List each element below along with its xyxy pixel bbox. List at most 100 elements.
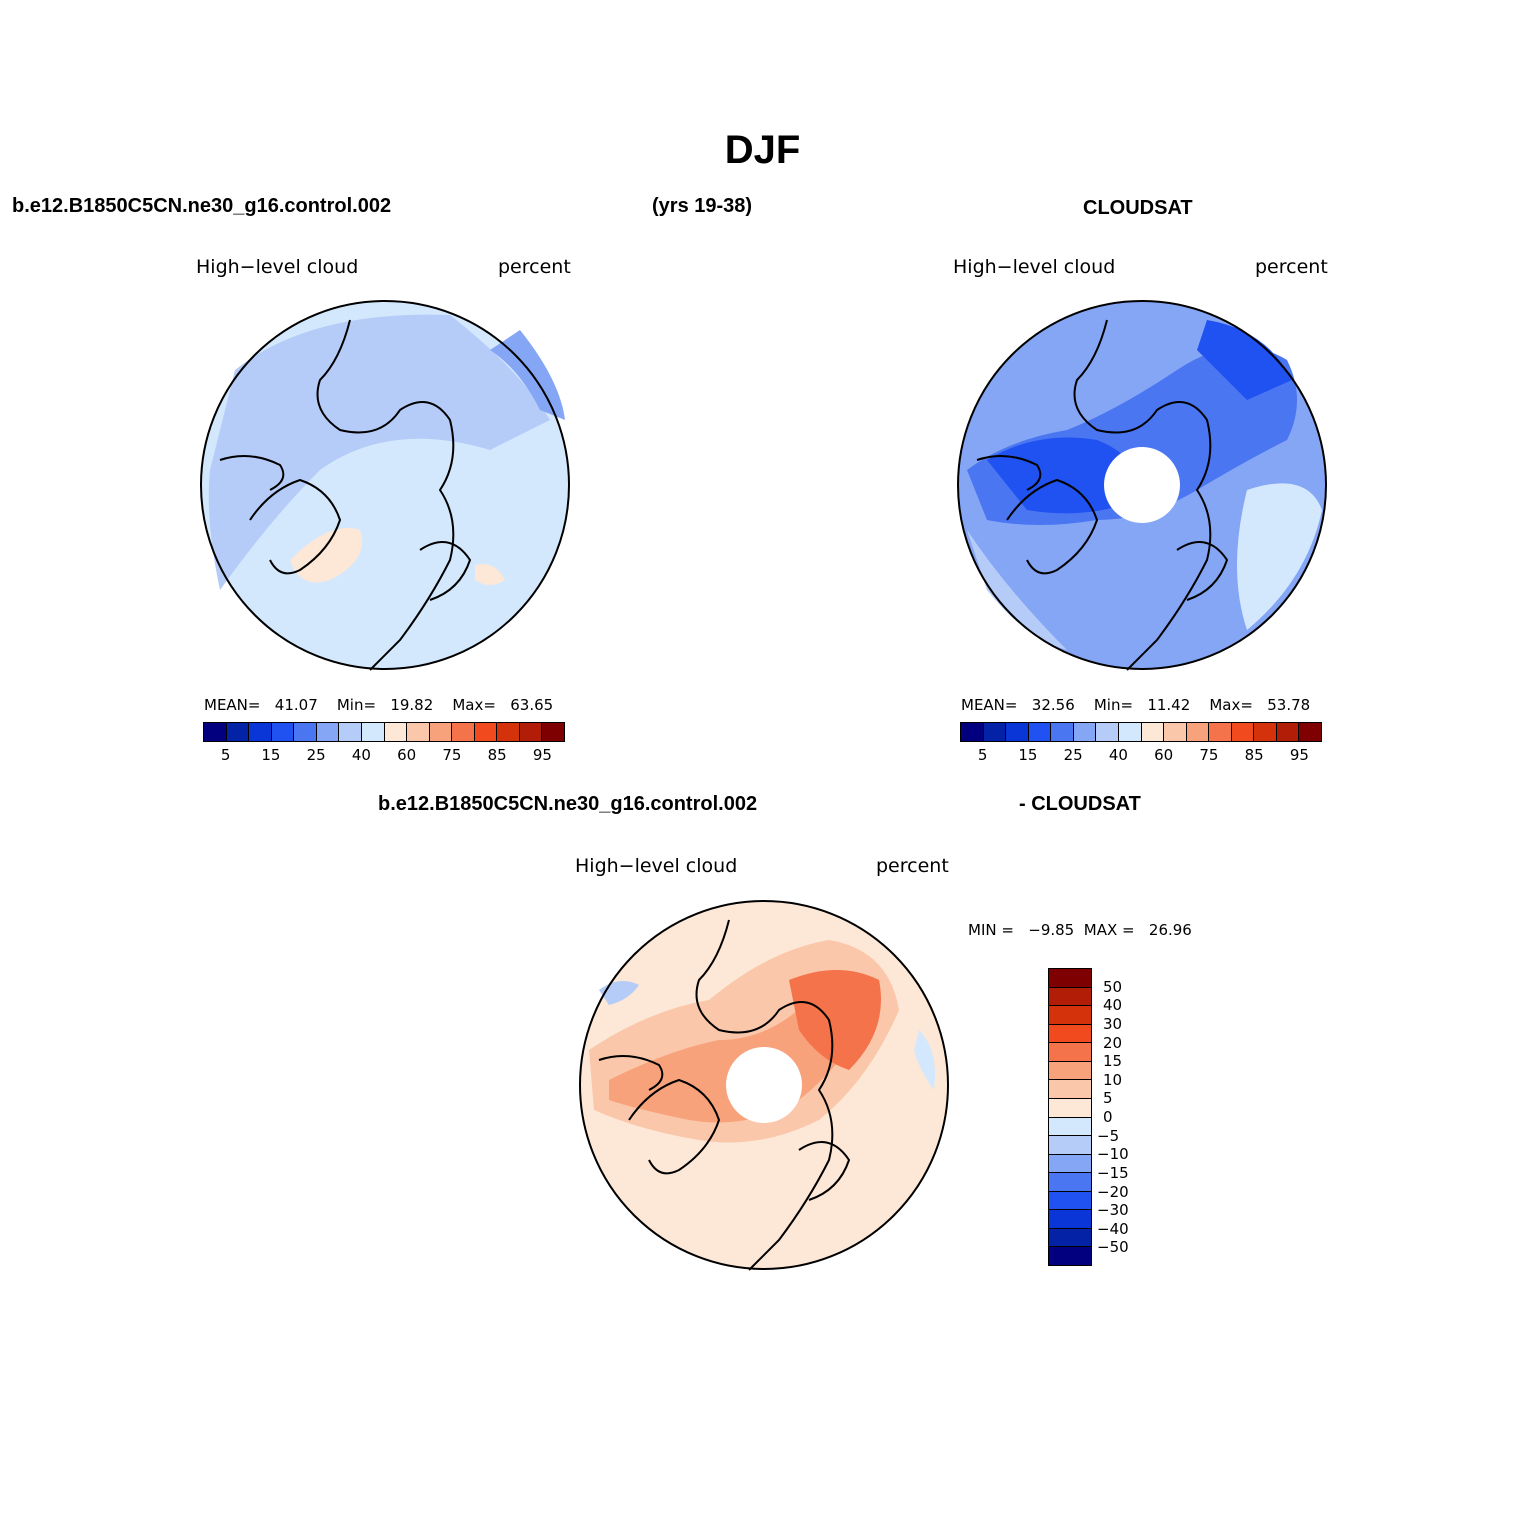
colorbar-swatch bbox=[1051, 723, 1074, 741]
case-name-header: b.e12.B1850C5CN.ne30_g16.control.002 bbox=[12, 195, 392, 217]
colorbar-tick-label: 40 bbox=[1103, 996, 1123, 1015]
colorbar-tick-label: 60 bbox=[397, 746, 417, 764]
panel2-max-value: 53.78 bbox=[1267, 696, 1311, 714]
colorbar-swatch bbox=[1049, 1043, 1091, 1062]
colorbar-tick-label: 30 bbox=[1103, 1014, 1123, 1033]
panel2-map-boundary bbox=[957, 300, 1327, 670]
panel2-mean-value: 32.56 bbox=[1031, 696, 1075, 714]
colorbar-tick-label: 20 bbox=[1103, 1033, 1123, 1052]
colorbar-swatch bbox=[1231, 723, 1255, 741]
panel3-min-value: −9.85 bbox=[1028, 921, 1075, 939]
panel3-field-patch bbox=[914, 1030, 935, 1090]
panel2-max-label: Max= bbox=[1209, 696, 1253, 714]
panel2-field-band bbox=[1197, 320, 1292, 400]
colorbar-tick-label: 50 bbox=[1103, 977, 1123, 996]
panel1-field-patch bbox=[290, 528, 362, 583]
colorbar-swatch bbox=[1049, 987, 1091, 1007]
panel2-coastlines bbox=[976, 319, 1229, 671]
colorbar-swatch bbox=[983, 723, 1007, 741]
colorbar-swatch bbox=[1049, 1117, 1091, 1137]
colorbar-tick-label: 95 bbox=[532, 746, 552, 764]
colorbar-swatch bbox=[1049, 1098, 1091, 1118]
colorbar-swatch bbox=[1049, 1191, 1091, 1211]
panel3-field-band bbox=[789, 970, 881, 1070]
colorbar-tick-label: −40 bbox=[1097, 1219, 1129, 1238]
colorbar-swatch bbox=[452, 723, 475, 741]
colorbar-tick-label: 40 bbox=[1108, 746, 1128, 764]
panel3-max-value: 26.96 bbox=[1148, 921, 1192, 939]
colorbar-swatch bbox=[316, 723, 340, 741]
panel1-field-patch bbox=[475, 564, 505, 585]
colorbar-swatch bbox=[1276, 723, 1300, 741]
colorbar-swatch bbox=[1049, 1080, 1091, 1099]
colorbar-swatch bbox=[1049, 969, 1091, 988]
colorbar-swatch bbox=[1299, 723, 1321, 741]
panel3-map-boundary bbox=[579, 900, 949, 1270]
colorbar-swatch bbox=[1254, 723, 1277, 741]
colorbar-swatch bbox=[1118, 723, 1142, 741]
colorbar-swatch bbox=[1049, 1154, 1091, 1174]
diff-case-header: b.e12.B1850C5CN.ne30_g16.control.002 bbox=[378, 793, 758, 815]
colorbar-swatch bbox=[474, 723, 498, 741]
panel2-variable-label: High−level cloud bbox=[953, 256, 1116, 278]
colorbar-swatch bbox=[961, 723, 984, 741]
panel1-max-value: 63.65 bbox=[510, 696, 554, 714]
colorbar-swatch bbox=[1028, 723, 1052, 741]
panel1-field-band bbox=[208, 314, 550, 590]
colorbar-swatch bbox=[497, 723, 520, 741]
panel2-units-label: percent bbox=[1255, 256, 1328, 278]
colorbar-tick-label: −50 bbox=[1097, 1238, 1129, 1257]
panel2-field-band bbox=[1237, 483, 1322, 630]
panel3-max-label: MAX = bbox=[1083, 921, 1135, 939]
panel2-stats: MEAN= 32.56 Min= 11.42 Max= 53.78 bbox=[961, 696, 1310, 714]
colorbar-tick-label: 5 bbox=[220, 746, 231, 764]
colorbar-swatch bbox=[1049, 1210, 1091, 1229]
panel2-min-value: 11.42 bbox=[1147, 696, 1191, 714]
panel2-polar-map bbox=[957, 300, 1327, 671]
colorbar-tick-label: 40 bbox=[351, 746, 371, 764]
colorbar-swatch bbox=[1209, 723, 1232, 741]
colorbar-swatch bbox=[1073, 723, 1097, 741]
colorbar-swatch bbox=[226, 723, 250, 741]
panel1-mean-label: MEAN= bbox=[204, 696, 261, 714]
panel3-polar-map bbox=[579, 900, 949, 1271]
panel1-mean-value: 41.07 bbox=[274, 696, 318, 714]
colorbar-swatch bbox=[361, 723, 385, 741]
colorbar-swatch bbox=[429, 723, 453, 741]
panel2-min-label: Min= bbox=[1093, 696, 1134, 714]
years-header: (yrs 19-38) bbox=[652, 195, 753, 217]
colorbar-swatch bbox=[249, 723, 272, 741]
colorbar-swatch bbox=[204, 723, 227, 741]
colorbar-tick-label: −20 bbox=[1097, 1182, 1129, 1201]
colorbar-tick-label: −10 bbox=[1097, 1145, 1129, 1164]
panel1-map-boundary bbox=[200, 300, 570, 670]
colorbar-tick-label: 75 bbox=[442, 746, 462, 764]
colorbar-swatch bbox=[407, 723, 430, 741]
panel2-mean-label: MEAN= bbox=[961, 696, 1018, 714]
colorbar-tick-label: 5 bbox=[1103, 1089, 1113, 1108]
colorbar-swatch bbox=[384, 723, 408, 741]
panel1-stats: MEAN= 41.07 Min= 19.82 Max= 63.65 bbox=[204, 696, 553, 714]
colorbar-swatch bbox=[542, 723, 564, 741]
panel1-min-value: 19.82 bbox=[390, 696, 434, 714]
obs-name-header: CLOUDSAT bbox=[1083, 197, 1193, 219]
panel2-pole-hole bbox=[1104, 447, 1180, 523]
colorbar-swatch bbox=[1049, 1228, 1091, 1248]
colorbar-tick-label: 95 bbox=[1289, 746, 1309, 764]
colorbar-swatch bbox=[294, 723, 317, 741]
colorbar-tick-label: 15 bbox=[261, 746, 281, 764]
colorbar-swatch bbox=[1006, 723, 1029, 741]
colorbar-swatch bbox=[1049, 1061, 1091, 1081]
colorbar-tick-label: 10 bbox=[1103, 1070, 1123, 1089]
panel3-stats: MIN = −9.85 MAX = 26.96 bbox=[968, 921, 1192, 939]
panel3-coastlines bbox=[598, 919, 851, 1271]
panel2-field-band bbox=[967, 530, 1067, 650]
colorbar-swatch bbox=[1186, 723, 1210, 741]
colorbar-swatch bbox=[1164, 723, 1187, 741]
panel2-field-band bbox=[987, 437, 1139, 514]
colorbar-swatch bbox=[339, 723, 362, 741]
colorbar-tick-label: 85 bbox=[1244, 746, 1264, 764]
panel1-polar-map bbox=[200, 300, 570, 671]
colorbar-swatch bbox=[1049, 1247, 1091, 1265]
colorbar-tick-label: 25 bbox=[1063, 746, 1083, 764]
